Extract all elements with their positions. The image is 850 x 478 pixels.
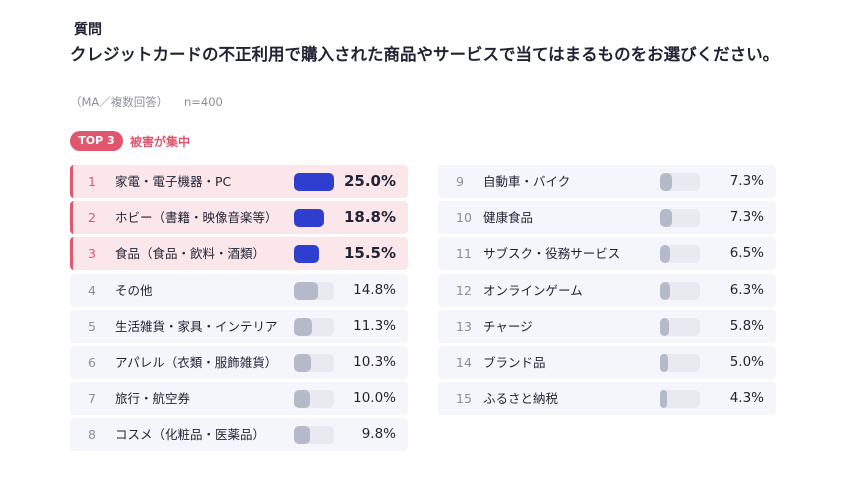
bar-fill xyxy=(294,354,311,372)
top3-caption: 被害が集中 xyxy=(130,135,191,149)
bar-fill xyxy=(660,281,671,300)
bar-fill xyxy=(294,281,318,300)
rank-number: 7 xyxy=(88,391,96,407)
bar-fill xyxy=(660,245,671,264)
bar-track xyxy=(294,426,334,445)
bar-track xyxy=(660,173,700,191)
category-label: 家電・電子機器・PC xyxy=(115,174,232,189)
category-label: アパレル（衣類・服飾雑貨） xyxy=(115,355,278,370)
chart-row: 4 その他 14.8% xyxy=(70,273,408,307)
bar-track xyxy=(660,354,700,372)
category-label: 食品（食品・飲料・酒類） xyxy=(115,246,266,262)
sample-size: n=400 xyxy=(183,95,223,109)
bar-fill xyxy=(294,173,334,191)
rank-number: 10 xyxy=(456,210,472,226)
percent-value: 11.3% xyxy=(353,317,396,334)
chart-row: 11 サブスク・役務サービス 6.5% xyxy=(438,237,776,271)
rank-number: 3 xyxy=(88,246,96,262)
percent-value: 25.0% xyxy=(343,172,396,190)
category-label: 旅行・航空券 xyxy=(115,391,191,407)
bar-fill xyxy=(660,173,672,191)
percent-value: 18.8% xyxy=(343,208,396,227)
chart-row: 1 家電・電子機器・PC 25.0% xyxy=(70,165,408,198)
bar-fill xyxy=(294,390,310,409)
rank-number: 1 xyxy=(88,174,96,189)
category-label: オンラインゲーム xyxy=(483,282,583,298)
rank-number: 9 xyxy=(456,174,464,189)
chart-row: 6 アパレル（衣類・服飾雑貨） 10.3% xyxy=(70,346,408,379)
bar-fill xyxy=(294,317,313,336)
chart-row: 14 ブランド品 5.0% xyxy=(438,346,776,379)
percent-value: 14.8% xyxy=(353,281,396,298)
bar-track xyxy=(294,173,334,191)
category-label: ふるさと納税 xyxy=(483,391,559,407)
bar-fill xyxy=(660,354,668,372)
bar-fill xyxy=(660,390,667,409)
bar-fill xyxy=(294,209,325,228)
category-label: 自動車・バイク xyxy=(483,174,571,189)
bar-fill xyxy=(660,209,672,228)
bar-track xyxy=(294,281,334,300)
chart-row: 5 生活雑貨・家具・インテリア 11.3% xyxy=(70,309,408,343)
bar-track xyxy=(660,317,700,336)
percent-value: 4.3% xyxy=(729,390,764,407)
percent-value: 9.8% xyxy=(361,426,396,443)
chart-row: 13 チャージ 5.8% xyxy=(438,309,776,343)
question-label: 質問 xyxy=(74,22,102,38)
rank-number: 4 xyxy=(88,282,96,298)
rank-number: 13 xyxy=(456,318,472,334)
chart-row: 2 ホビー（書籍・映像音楽等） 18.8% xyxy=(70,201,408,235)
chart-row: 12 オンラインゲーム 6.3% xyxy=(438,273,776,307)
question-text: クレジットカードの不正利用で購入された商品やサービスで当てはまるものをお選びくだ… xyxy=(70,45,780,64)
bar-track xyxy=(294,317,334,336)
answer-type-note: （MA／複数回答） xyxy=(70,95,169,109)
category-label: チャージ xyxy=(483,318,533,334)
bar-fill xyxy=(294,426,310,445)
chart-row: 10 健康食品 7.3% xyxy=(438,201,776,235)
rank-number: 6 xyxy=(88,355,96,370)
bar-fill xyxy=(294,245,319,264)
bar-track xyxy=(294,354,334,372)
bar-track xyxy=(294,390,334,409)
category-label: 生活雑貨・家具・インテリア xyxy=(115,318,278,334)
chart-row: 3 食品（食品・飲料・酒類） 15.5% xyxy=(70,237,408,271)
category-label: その他 xyxy=(115,282,153,298)
rank-number: 5 xyxy=(88,318,96,334)
percent-value: 7.3% xyxy=(729,173,764,189)
percent-value: 6.3% xyxy=(729,281,764,298)
bar-fill xyxy=(660,317,670,336)
percent-value: 5.8% xyxy=(729,317,764,334)
category-label: コスメ（化粧品・医薬品） xyxy=(115,427,266,443)
percent-value: 5.0% xyxy=(729,354,764,370)
percent-value: 10.0% xyxy=(353,390,396,407)
question-note: （MA／複数回答） n=400 xyxy=(70,94,223,110)
chart-row: 15 ふるさと納税 4.3% xyxy=(438,382,776,416)
bar-track xyxy=(294,209,334,228)
category-label: ホビー（書籍・映像音楽等） xyxy=(115,210,278,226)
bar-track xyxy=(660,245,700,264)
bar-track xyxy=(660,390,700,409)
bar-track xyxy=(660,209,700,228)
chart-row: 9 自動車・バイク 7.3% xyxy=(438,165,776,198)
top3-badge: TOP 3 xyxy=(70,131,123,151)
rank-number: 15 xyxy=(456,391,472,407)
rank-number: 2 xyxy=(88,210,96,226)
percent-value: 7.3% xyxy=(729,209,764,226)
bar-track xyxy=(294,245,334,264)
percent-value: 6.5% xyxy=(729,245,764,262)
percent-value: 10.3% xyxy=(353,354,396,370)
rank-number: 14 xyxy=(456,355,472,370)
category-label: 健康食品 xyxy=(483,210,534,226)
category-label: サブスク・役務サービス xyxy=(483,246,621,262)
chart-row: 7 旅行・航空券 10.0% xyxy=(70,382,408,416)
category-label: ブランド品 xyxy=(483,355,546,370)
rank-number: 11 xyxy=(456,246,472,262)
bar-track xyxy=(660,281,700,300)
percent-value: 15.5% xyxy=(343,244,396,263)
rank-number: 8 xyxy=(88,427,96,443)
rank-number: 12 xyxy=(456,282,472,298)
chart-row: 8 コスメ（化粧品・医薬品） 9.8% xyxy=(70,418,408,452)
